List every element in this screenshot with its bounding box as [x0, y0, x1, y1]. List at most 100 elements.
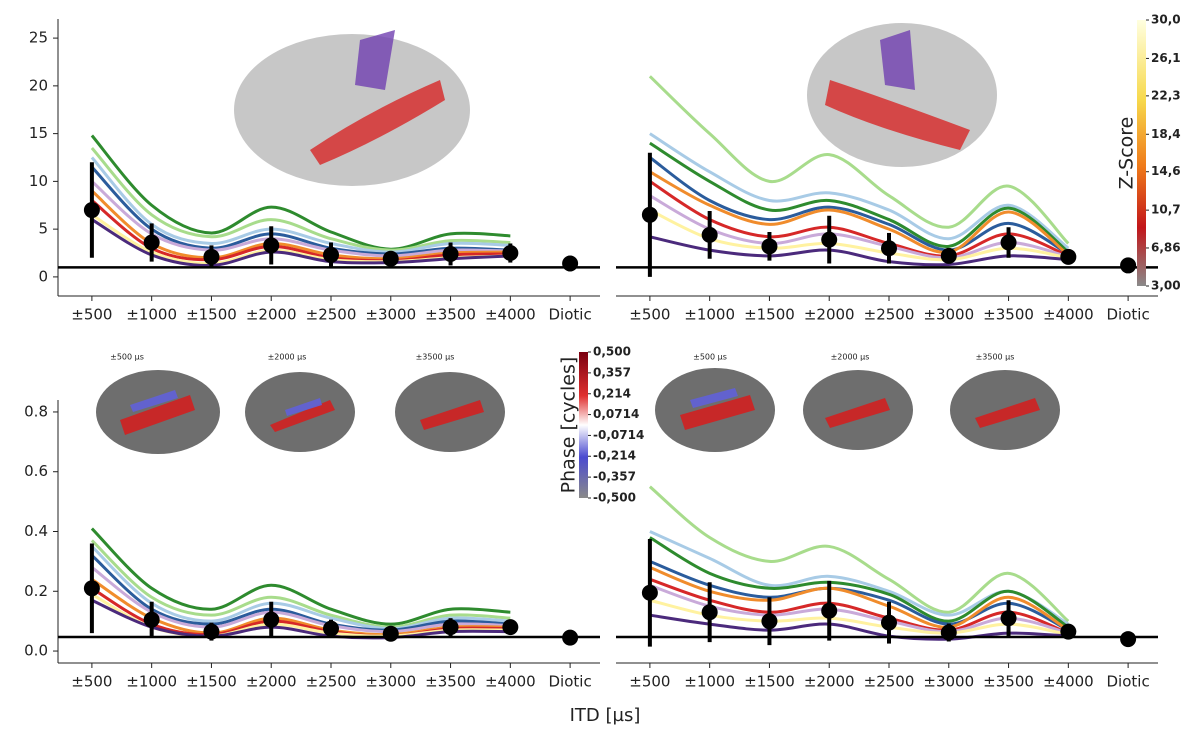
mean-point: [641, 584, 658, 601]
colorbar-tick-label: -0,357: [593, 470, 636, 484]
x-tick-label: ±1000: [684, 306, 735, 324]
mean-point: [143, 234, 160, 251]
x-tick-label: ±1000: [126, 306, 177, 324]
mean-point: [881, 240, 897, 257]
mean-point: [821, 231, 838, 248]
mean-point: [881, 614, 897, 631]
series-line: [649, 613, 1069, 641]
inset-label: ±500 µs: [110, 353, 144, 362]
brain: [234, 34, 470, 186]
x-tick-label: ±1000: [684, 673, 735, 691]
colorbar-tick-label: 18,4: [1151, 127, 1181, 141]
colorbar-tick-label: 10,7: [1151, 203, 1181, 217]
x-tick-label: ±2000: [804, 673, 855, 691]
series-line: [90, 146, 511, 252]
mean-point: [502, 245, 519, 262]
y-tick-label: 20: [29, 76, 48, 94]
series-line: [649, 235, 1069, 267]
colorbar-tick-label: 0,214: [593, 386, 631, 400]
mean-point: [940, 624, 957, 641]
x-tick-label: ±1500: [186, 673, 237, 691]
x-tick-label: ±4000: [485, 673, 536, 691]
mean-point: [562, 629, 579, 646]
mean-point: [143, 611, 160, 628]
series-line: [90, 134, 511, 251]
brain-region: [825, 80, 970, 150]
mean-point: [323, 246, 339, 263]
series-line: [649, 536, 1070, 629]
colorbar-tick-label: 26,1: [1151, 51, 1181, 65]
x-tick-label: ±3500: [425, 673, 476, 691]
series-line: [649, 559, 1069, 632]
mean-point: [1000, 234, 1017, 251]
x-tick-label: ±2500: [864, 306, 915, 324]
inset-label: ±3500 µs: [976, 353, 1015, 362]
x-tick-label: ±2500: [864, 673, 915, 691]
mean-point: [761, 238, 778, 255]
colorbar-tick-label: 14,6: [1151, 164, 1181, 178]
x-tick-label: ±2500: [306, 306, 357, 324]
x-tick-label: Diotic: [1107, 673, 1150, 691]
series-line: [90, 527, 511, 626]
x-tick-label: ±500: [71, 306, 112, 324]
colorbar-tick-label: 0,357: [593, 365, 631, 379]
brain-region: [310, 80, 445, 165]
mean-point: [203, 623, 220, 640]
mean-point: [1120, 257, 1137, 274]
mean-point: [442, 619, 459, 636]
inset-label: ±2000 µs: [831, 353, 870, 362]
x-tick-label: ±4000: [1043, 306, 1094, 324]
colorbar-tick-label: 30,0: [1151, 13, 1181, 27]
x-tick-label: ±3500: [983, 306, 1034, 324]
inset-label: ±3500 µs: [416, 353, 455, 362]
mean-point: [382, 250, 399, 267]
series-line: [649, 170, 1070, 257]
mean-point: [263, 611, 280, 628]
x-tick-label: Diotic: [549, 306, 592, 324]
x-tick-label: ±4000: [485, 306, 536, 324]
mean-point: [1060, 623, 1077, 640]
x-tick-label: ±3500: [425, 306, 476, 324]
colorbar-tick-label: -0,500: [593, 491, 636, 505]
colorbar-tick-label: 6,86: [1151, 240, 1181, 254]
x-tick-label: ±3000: [923, 673, 974, 691]
x-tick-label: ±500: [71, 673, 112, 691]
x-tick-label: ±2500: [306, 673, 357, 691]
colorbar-tick-label: -0,0714: [593, 428, 644, 442]
x-tick-label: ±2000: [246, 673, 297, 691]
mean-point: [502, 619, 519, 636]
brain: [245, 372, 355, 452]
series-line: [649, 156, 1070, 256]
colorbar: [1137, 20, 1146, 286]
mean-point: [83, 202, 100, 219]
y-tick-label: 15: [29, 124, 48, 142]
colorbar-tick-label: 0,0714: [593, 407, 639, 421]
colorbar-title: Phase [cycles]: [558, 357, 580, 494]
y-tick-label: 0.4: [24, 522, 48, 540]
colorbar: [579, 352, 588, 498]
series-line: [649, 141, 1070, 254]
brain-region: [355, 30, 395, 90]
colorbar-tick-label: 22,3: [1151, 88, 1181, 102]
mean-point: [1000, 610, 1017, 627]
brain-region: [880, 30, 915, 90]
x-tick-label: ±1500: [186, 306, 237, 324]
series-line: [90, 539, 511, 629]
inset-label: ±2000 µs: [268, 353, 307, 362]
x-tick-label: ±3000: [365, 306, 416, 324]
mean-point: [701, 604, 718, 621]
x-tick-label: ±500: [629, 673, 670, 691]
x-axis-label: ITD [µs]: [570, 705, 641, 726]
mean-point: [382, 625, 399, 642]
y-tick-label: 0.0: [24, 642, 48, 660]
colorbar-tick-label: 3,00: [1151, 279, 1181, 293]
colorbar-title: Z-Score: [1116, 117, 1138, 190]
y-tick-label: 0: [38, 267, 48, 285]
x-tick-label: Diotic: [549, 673, 592, 691]
x-tick-label: ±2000: [804, 306, 855, 324]
mean-point: [83, 580, 100, 597]
colorbar-tick-label: -0,214: [593, 449, 636, 463]
x-tick-label: ±3000: [365, 673, 416, 691]
x-tick-label: ±3000: [923, 306, 974, 324]
series-line: [648, 485, 1070, 623]
